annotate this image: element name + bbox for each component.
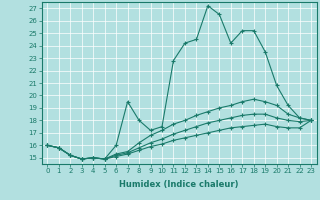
X-axis label: Humidex (Indice chaleur): Humidex (Indice chaleur): [119, 180, 239, 189]
